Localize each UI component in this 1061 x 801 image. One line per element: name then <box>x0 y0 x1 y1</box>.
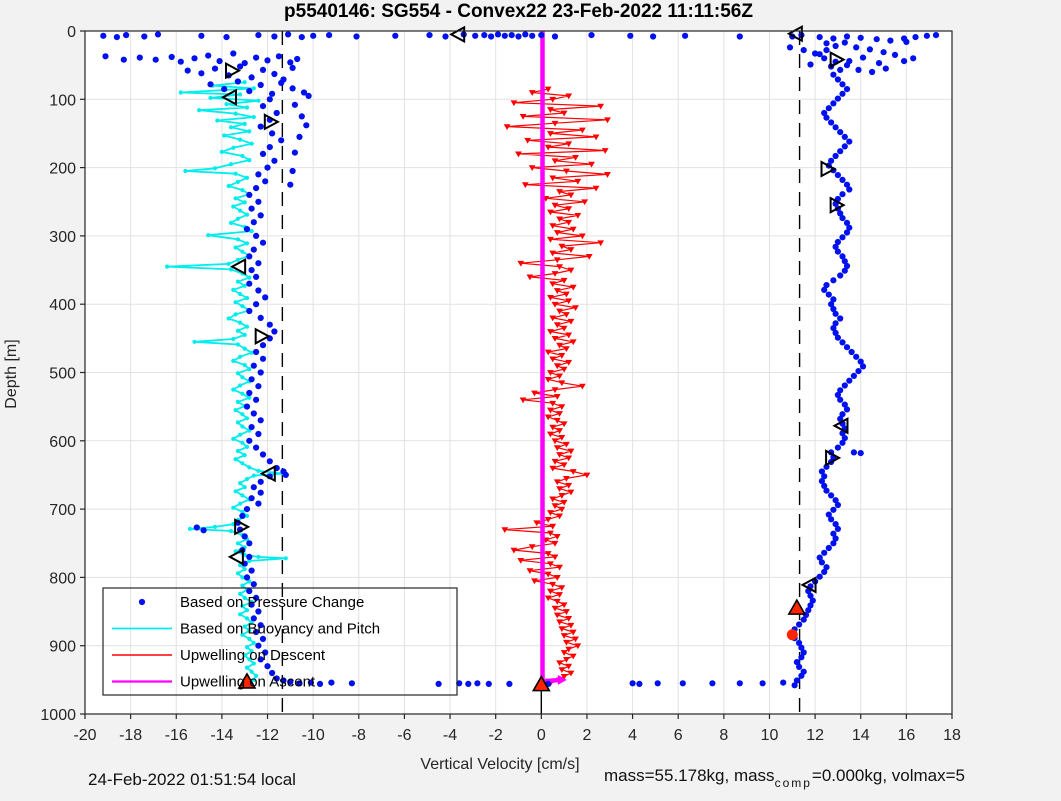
legend: Based on Pressure Change Based on Buoyanc… <box>102 587 458 696</box>
legend-item-label: Upwelling on Ascent <box>180 674 316 691</box>
x-tick-label: -6 <box>397 727 411 744</box>
y-tick-label: 500 <box>49 366 76 383</box>
series-based-on-pressure-change <box>100 31 940 689</box>
x-tick-label: 8 <box>719 727 728 744</box>
right-triangle-marker <box>225 61 242 80</box>
left-triangle-marker <box>832 417 849 435</box>
magenta-arrow-marker <box>557 674 567 685</box>
local-timestamp: 24-Feb-2022 01:51:54 local <box>88 770 296 789</box>
series-based-on-buoyancy-and-pitch <box>165 80 288 683</box>
x-tick-label: 0 <box>537 727 546 744</box>
legend-item-label: Upwelling on Descent <box>180 647 326 664</box>
event-markers <box>220 25 849 714</box>
series-upwelling-on-descent <box>501 86 611 687</box>
left-triangle-marker <box>786 25 803 43</box>
left-triangle-marker <box>800 576 817 594</box>
y-tick-label: 600 <box>49 434 76 451</box>
y-tick-label: 300 <box>49 229 76 246</box>
right-triangle-marker <box>234 518 251 536</box>
left-triangle-marker <box>227 548 244 566</box>
right-triangle-marker <box>820 160 837 178</box>
axis-ticks: -20 -18 -16 -14 -12 -10 -8 -6 -4 -2 0 2 4 6 8 10 12 14 16 1… <box>40 24 961 744</box>
x-tick-label: -8 <box>352 727 366 744</box>
y-tick-label: 1000 <box>40 707 76 724</box>
y-tick-label: 0 <box>67 24 76 41</box>
x-tick-label: -2 <box>489 727 503 744</box>
mass-annotation-pre: mass=55.178kg, mass <box>604 766 775 785</box>
mass-annotation: mass=55.178kg, masscomp=0.000kg, volmax=… <box>604 766 965 790</box>
x-tick-label: -14 <box>210 727 233 744</box>
legend-item-label: Based on Pressure Change <box>180 594 364 611</box>
x-tick-label: -18 <box>119 727 142 744</box>
x-tick-label: -4 <box>443 727 457 744</box>
x-tick-label: 18 <box>943 727 961 744</box>
legend-item-label: Based on Buoyancy and Pitch <box>180 621 380 638</box>
right-triangle-marker <box>254 327 271 345</box>
y-tick-label: 700 <box>49 502 76 519</box>
mass-annotation-subscript: comp <box>774 776 812 790</box>
left-triangle-marker <box>230 257 247 276</box>
x-tick-label: 2 <box>582 727 591 744</box>
x-tick-label: 4 <box>628 727 637 744</box>
x-tick-label: -20 <box>73 727 96 744</box>
right-triangle-marker <box>263 113 280 131</box>
x-tick-label: -10 <box>302 727 325 744</box>
apogee-triangle-marker <box>787 598 807 615</box>
x-tick-label: 16 <box>897 727 915 744</box>
y-tick-label: 800 <box>49 570 76 587</box>
legend-dot-sample <box>138 598 146 606</box>
x-tick-label: 12 <box>806 727 824 744</box>
apogee-triangle-marker <box>237 672 257 689</box>
right-triangle-marker <box>829 196 846 214</box>
apogee-triangle-marker <box>531 675 551 692</box>
x-tick-label: 6 <box>674 727 683 744</box>
y-tick-label: 100 <box>49 92 76 109</box>
x-tick-label: -12 <box>256 727 279 744</box>
x-tick-label: 14 <box>852 727 870 744</box>
left-triangle-marker <box>259 464 276 483</box>
x-tick-label: 10 <box>761 727 779 744</box>
y-tick-label: 900 <box>49 639 76 656</box>
red-dot-marker <box>786 629 798 641</box>
y-tick-label: 400 <box>49 297 76 314</box>
mass-annotation-post: =0.000kg, volmax=5 <box>811 766 966 785</box>
x-tick-label: -16 <box>165 727 188 744</box>
right-triangle-marker <box>825 449 842 467</box>
left-triangle-marker <box>220 88 238 106</box>
chart-title: p5540146: SG554 - Convex22 23-Feb-2022 1… <box>284 1 753 22</box>
y-axis-label: Depth [m] <box>3 339 20 409</box>
x-axis-label: Vertical Velocity [cm/s] <box>420 756 580 773</box>
right-triangle-marker <box>829 51 846 69</box>
y-tick-label: 200 <box>49 161 76 178</box>
